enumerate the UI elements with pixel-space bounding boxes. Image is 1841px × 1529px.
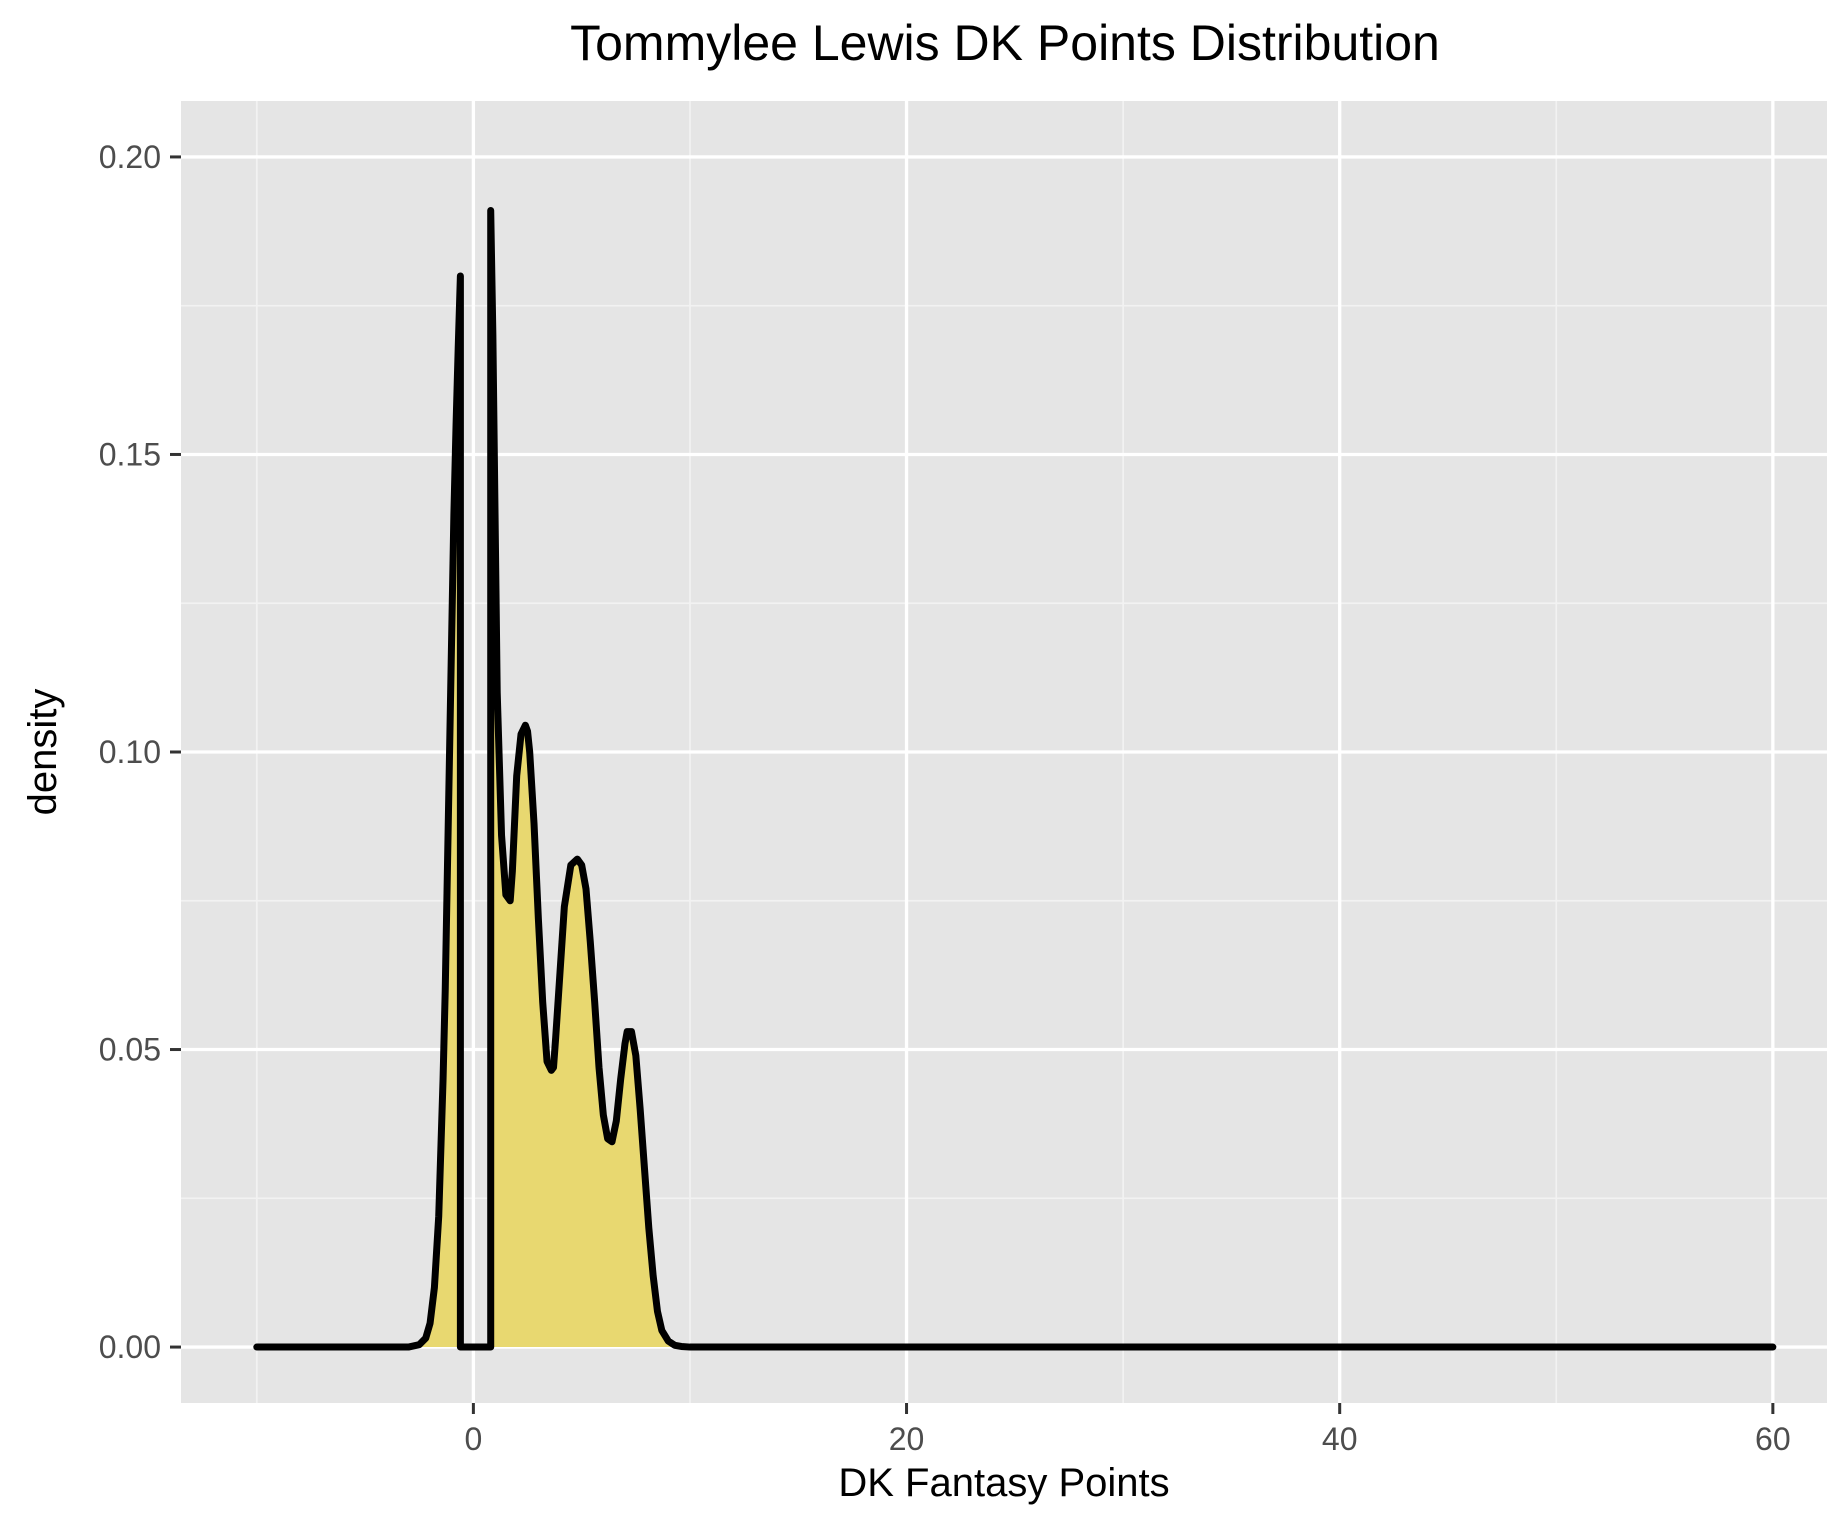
chart-title: Tommylee Lewis DK Points Distribution (570, 15, 1440, 71)
density-series (253, 206, 1777, 1351)
y-tick-label: 0.05 (99, 1032, 161, 1068)
density-curve (253, 206, 1777, 1351)
y-tick-label: 0.10 (99, 734, 161, 770)
x-axis-title: DK Fantasy Points (838, 1461, 1169, 1505)
y-tick-label: 0.00 (99, 1329, 161, 1365)
x-tick-label: 20 (889, 1421, 925, 1457)
x-tick-label: 40 (1322, 1421, 1358, 1457)
y-tick-label: 0.15 (99, 436, 161, 472)
y-axis: 0.00 0.05 0.10 0.15 0.20 (99, 139, 181, 1365)
x-tick-label: 60 (1755, 1421, 1791, 1457)
y-axis-title: density (21, 689, 65, 816)
x-tick-label: 0 (464, 1421, 482, 1457)
y-tick-label: 0.20 (99, 139, 161, 175)
x-axis: 0 20 40 60 (464, 1403, 1791, 1457)
